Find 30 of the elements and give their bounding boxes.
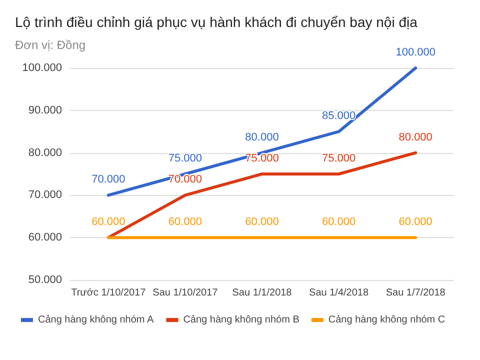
y-tick-label: 70.000 xyxy=(28,189,62,202)
data-label: 75.000 xyxy=(322,152,356,164)
y-tick-label: 80.000 xyxy=(28,146,62,159)
data-label: 85.000 xyxy=(322,110,356,122)
data-label: 100.000 xyxy=(396,46,436,58)
data-label: 60.000 xyxy=(92,216,126,228)
x-tick-label: Sau 1/10/2017 xyxy=(152,288,218,298)
chart-title: Lộ trình điều chỉnh giá phục vụ hành khách đi chuyển bay nội địa xyxy=(15,14,418,30)
legend-label: Cảng hàng không nhóm A xyxy=(38,314,154,326)
data-label: 80.000 xyxy=(245,131,279,144)
data-label: 60.000 xyxy=(245,216,279,228)
x-tick-label: Sau 1/1/2018 xyxy=(232,288,292,298)
chart-subtitle: Đơn vị: Đồng xyxy=(15,38,86,52)
data-label: 70.000 xyxy=(92,174,126,186)
y-tick-label: 50.000 xyxy=(28,274,62,286)
data-label: 75.000 xyxy=(245,152,279,164)
y-tick-label: 100.000 xyxy=(22,62,62,74)
data-label: 60.000 xyxy=(168,216,202,228)
x-tick-label: Sau 1/4/2018 xyxy=(309,288,369,298)
data-label: 60.000 xyxy=(322,216,356,228)
legend-label: Cảng hàng không nhóm C xyxy=(328,314,446,326)
data-label: 80.000 xyxy=(398,131,432,144)
y-tick-label: 60.000 xyxy=(28,232,62,244)
data-label: 60.000 xyxy=(398,216,432,228)
y-tick-label: 90.000 xyxy=(28,104,62,116)
x-tick-label: Sau 1/7/2018 xyxy=(386,288,446,298)
data-label: 70.000 xyxy=(168,174,202,186)
data-label: 75.000 xyxy=(168,152,202,164)
x-tick-label: Trước 1/10/2017 xyxy=(71,288,146,298)
legend-label: Cảng hàng không nhóm B xyxy=(183,314,300,326)
